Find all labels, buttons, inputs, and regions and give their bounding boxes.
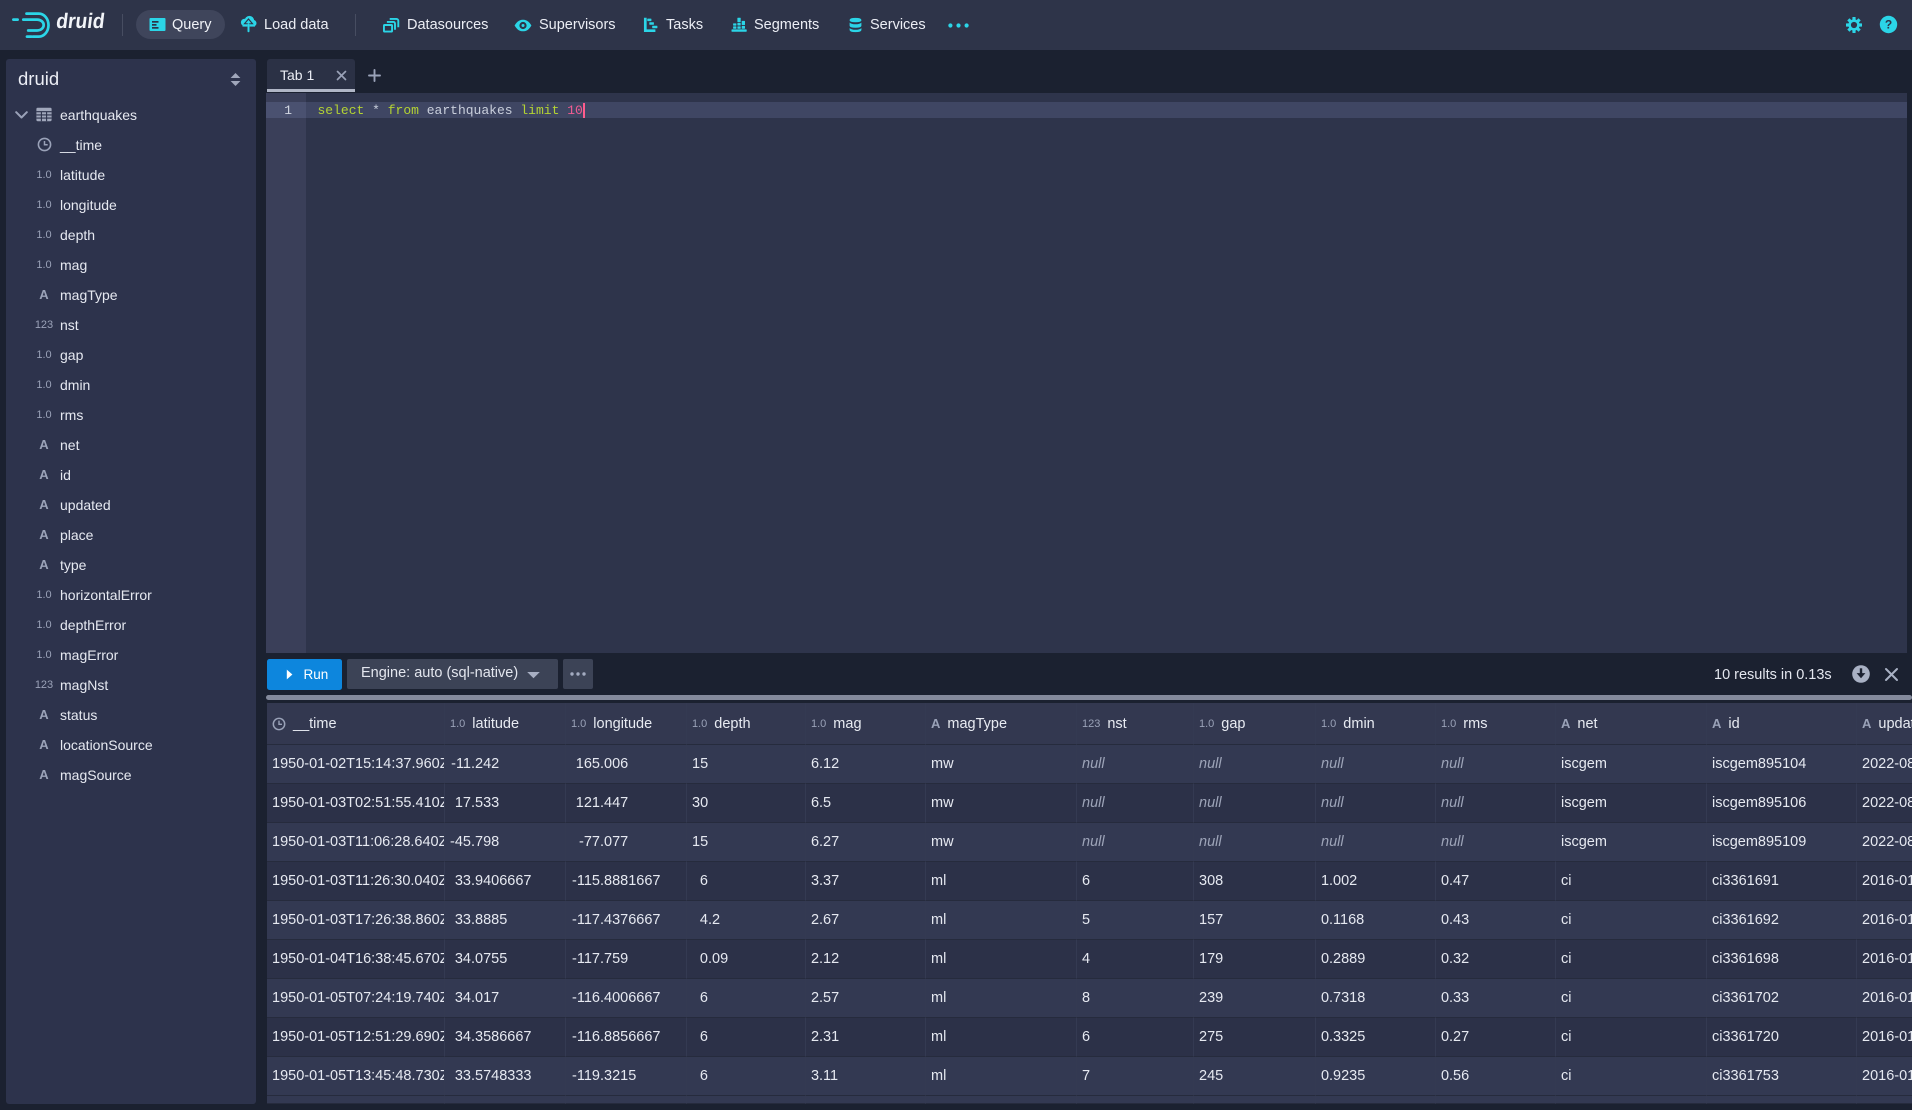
svg-text:?: ? [1885, 18, 1892, 32]
